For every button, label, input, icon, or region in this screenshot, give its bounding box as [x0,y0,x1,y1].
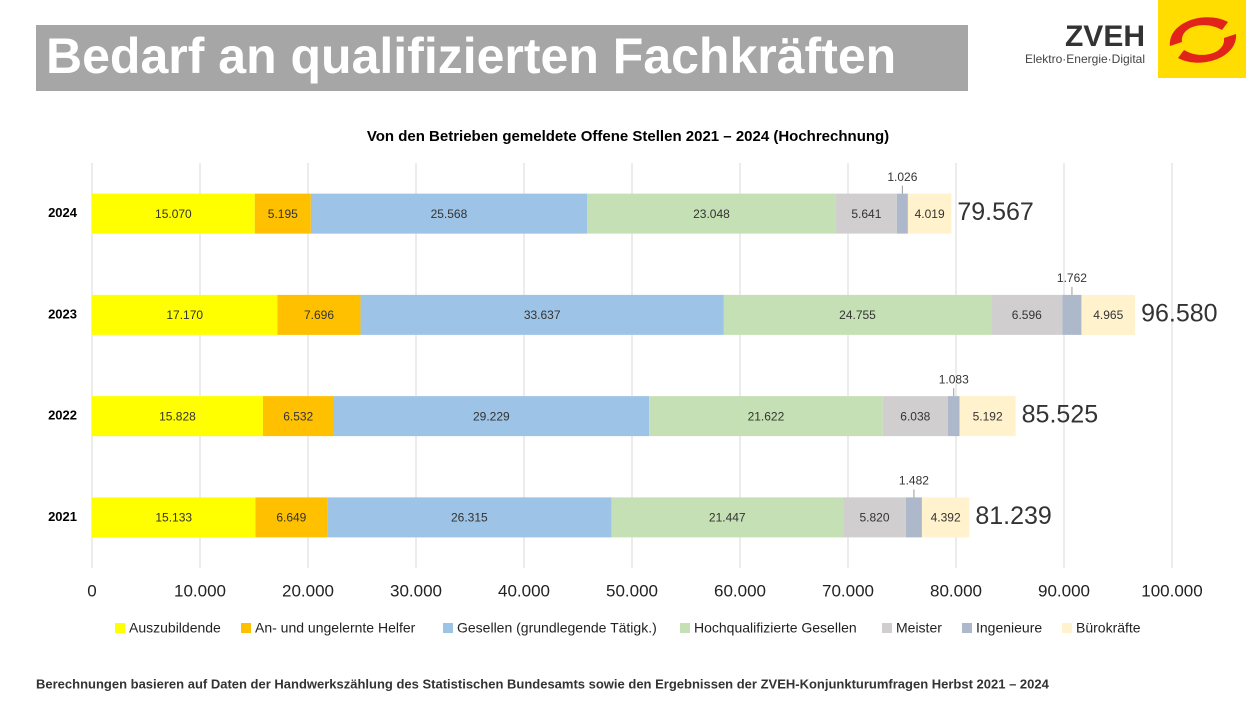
x-tick-label: 30.000 [390,581,442,600]
bar-segment [360,294,724,335]
value-label: 15.133 [155,511,192,525]
legend-label: Gesellen (grundlegende Tätigk.) [457,620,657,636]
value-label: 29.229 [473,409,510,423]
value-label: 1.762 [1057,271,1087,285]
bar-segment [92,497,256,538]
legend-swatch [1062,623,1072,633]
value-label: 5.641 [851,207,881,221]
value-label: 1.026 [887,170,917,184]
x-tick-label: 50.000 [606,581,658,600]
bar-segment [254,193,311,234]
value-label: 5.195 [268,207,298,221]
value-label: 24.755 [839,308,876,322]
legend-swatch [680,623,690,633]
value-label: 6.596 [1012,308,1042,322]
value-label: 15.828 [159,409,196,423]
logo-swoosh [1178,34,1237,63]
x-tick-label: 100.000 [1141,581,1202,600]
y-tick-label: 2024 [48,205,78,220]
footer-note: Berechnungen basieren auf Daten der Hand… [36,676,1050,691]
value-label: 21.447 [709,511,746,525]
plot: 15.070 5.195 25.568 23.048 5.641 1.026 4.019 79… [92,170,1218,538]
x-tick-label: 20.000 [282,581,334,600]
legend-label: Auszubildende [129,620,221,636]
x-tick-label: 60.000 [714,581,766,600]
value-label: 4.392 [931,511,961,525]
legend-swatch [443,623,453,633]
value-label: 6.038 [900,409,930,423]
chart-title: Von den Betrieben gemeldete Offene Stell… [367,128,889,145]
logo-swoosh [1169,17,1228,46]
x-tick-label: 70.000 [822,581,874,600]
value-label: 21.622 [748,409,785,423]
legend-label: Meister [896,620,942,636]
bar-segment [1081,294,1136,335]
x-tick-label: 40.000 [498,581,550,600]
logo-tagline: Elektro·Energie·Digital [1025,52,1145,66]
total-label: 85.525 [1022,401,1098,429]
bar-segment [92,294,278,335]
bar-segment [333,396,650,437]
value-label: 6.649 [276,511,306,525]
x-tick-label: 10.000 [174,581,226,600]
bar-segment [882,396,948,437]
value-label: 4.019 [915,207,945,221]
y-tick-label: 2022 [48,408,77,423]
bar-segment [649,396,883,437]
legend-label: An- und ungelernte Helfer [255,620,416,636]
legend-swatch [962,623,972,633]
x-tick-label: 80.000 [930,581,982,600]
slide-title: Bedarf an qualifizierten Fachkräften [46,28,896,84]
value-label: 1.482 [899,474,929,488]
legend-swatch [241,623,251,633]
bar-segment [327,497,612,538]
x-tick-label: 0 [87,581,96,600]
value-label: 7.696 [304,308,334,322]
y-tick-label: 2021 [48,509,77,524]
bar-segment [723,294,992,335]
value-label: 17.170 [166,308,203,322]
bar-segment [896,193,908,234]
bar-segment [92,193,255,234]
bar-segment [277,294,361,335]
bar-segment [92,396,263,437]
value-label: 5.192 [973,409,1003,423]
bar-segment [310,193,587,234]
total-label: 96.580 [1141,299,1217,327]
bar-segment [959,396,1016,437]
bar-segment [905,497,922,538]
value-label: 33.637 [524,308,561,322]
title-bar [36,25,968,91]
bar-segment [991,294,1063,335]
value-label: 1.083 [939,372,969,386]
x-tick-label: 90.000 [1038,581,1090,600]
total-label: 79.567 [957,198,1033,226]
legend-label: Bürokräfte [1076,620,1141,636]
bar-segment [586,193,836,234]
value-label: 23.048 [693,207,730,221]
value-label: 26.315 [451,511,488,525]
legend-label: Ingenieure [976,620,1042,636]
bar-segment [843,497,906,538]
value-label: 6.532 [283,409,313,423]
logo-name: ZVEH [1065,20,1145,53]
bar-segment [835,193,897,234]
legend-swatch [882,623,892,633]
bar-segment [611,497,844,538]
bar-segment [921,497,970,538]
bar-segment [255,497,328,538]
bar-segment [947,396,960,437]
value-label: 25.568 [431,207,468,221]
bar-segment [907,193,952,234]
legend-label: Hochqualifizierte Gesellen [694,620,857,636]
y-tick-label: 2023 [48,306,77,321]
value-label: 5.820 [859,511,889,525]
value-label: 4.965 [1093,308,1123,322]
value-label: 15.070 [155,207,192,221]
bar-segment [262,396,334,437]
total-label: 81.239 [975,502,1051,530]
bar-segment [1062,294,1082,335]
legend-swatch [115,623,125,633]
